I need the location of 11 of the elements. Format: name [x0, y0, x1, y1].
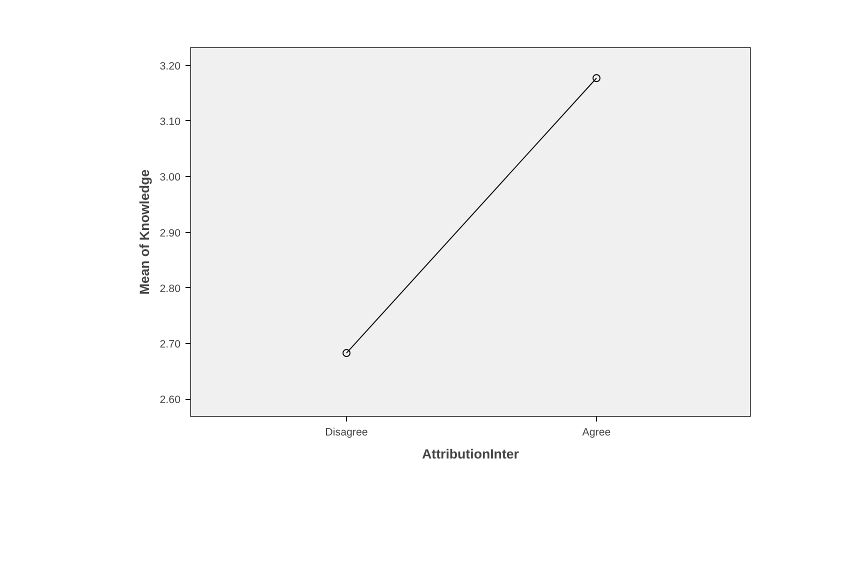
x-tick-label: Disagree: [325, 426, 368, 438]
y-tick-label: 2.60: [160, 394, 181, 406]
y-tick-label: 2.70: [160, 338, 181, 351]
y-tick-label: 3.00: [160, 172, 181, 184]
x-tick-label: Agree: [582, 426, 611, 438]
y-tick-label: 2.90: [160, 227, 181, 240]
y-tick-label: 2.80: [160, 282, 181, 295]
y-tick-label: 3.10: [160, 116, 181, 128]
y-axis-title: Mean of Knowledge: [136, 169, 152, 295]
y-tick-label: 3.20: [160, 60, 181, 72]
x-axis-title: AttributionInter: [422, 446, 519, 462]
